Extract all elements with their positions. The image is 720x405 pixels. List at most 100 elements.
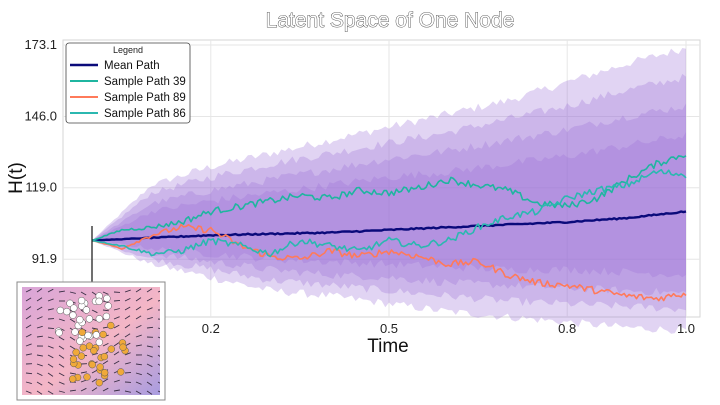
inset-arrow-149 [91, 387, 98, 392]
inset-arrow-93 [47, 354, 54, 359]
inset-arrow-126 [124, 371, 132, 374]
inset-arrow-0 [25, 288, 32, 293]
inset-arrow-36 [135, 306, 142, 311]
inset-arrow-154 [146, 390, 153, 395]
inset-arrow-99 [113, 351, 120, 356]
inset-point-46 [102, 312, 111, 321]
inset-arrow-33 [102, 309, 109, 312]
inset-point-0 [66, 299, 74, 307]
series-line-sample-path-39 [91, 155, 687, 242]
inset-arrow-90 [157, 345, 160, 348]
inset-arrow-137 [102, 378, 109, 383]
inset-arrow-78 [25, 343, 32, 347]
inset-arrow-132 [47, 381, 54, 386]
inset-arrow-26 [25, 306, 32, 311]
inset-arrow-128 [146, 372, 153, 377]
inset-arrow-133 [58, 381, 65, 385]
inset-point-51 [88, 361, 96, 369]
inset-arrow-151 [113, 389, 120, 392]
inset-arrow-9 [124, 289, 131, 293]
inset-arrow-60 [113, 324, 120, 329]
inset-point-54 [76, 316, 84, 324]
series-line-sample-path-89 [91, 223, 687, 302]
inset-arrow-138 [113, 379, 120, 383]
inset-arrow-53 [36, 325, 43, 329]
inset-point-19 [99, 330, 107, 339]
inset-arrow-50 [146, 316, 153, 320]
inset-arrow-111 [102, 360, 109, 365]
inset-arrow-40 [36, 316, 43, 320]
inset-arrow-75 [135, 334, 142, 338]
inset-arrow-67 [47, 336, 54, 339]
inset-arrow-23 [135, 297, 142, 302]
confidence-band-2 [92, 103, 686, 296]
inset-arrow-13 [25, 297, 32, 302]
inset-arrow-118 [36, 372, 43, 377]
confidence-band-3 [92, 131, 686, 278]
paths [91, 155, 687, 302]
inset-arrow-64 [157, 327, 160, 330]
inset-arrow-121 [69, 372, 76, 375]
y-axis-label: H(t) [6, 162, 27, 194]
inset-point-58 [77, 296, 86, 305]
inset-arrow-117 [25, 372, 33, 375]
inset-point-6 [104, 302, 112, 310]
confidence-band-0 [92, 48, 686, 334]
inset-arrow-58 [91, 327, 98, 330]
inset-point-29 [101, 369, 109, 377]
inset-arrow-10 [135, 288, 142, 293]
grid [63, 40, 700, 317]
inset-arrow-136 [91, 378, 98, 383]
inset-arrow-88 [135, 344, 142, 347]
inset-arrow-43 [69, 318, 76, 323]
inset-arrow-131 [36, 381, 43, 386]
chart-title: Latent Space of One Node [266, 9, 515, 32]
inset-arrow-12 [157, 290, 160, 293]
y-tick-label-1: 119.0 [25, 180, 57, 195]
inset-arrow-63 [146, 326, 154, 329]
inset-point-26 [70, 304, 78, 312]
inset-point-41 [100, 352, 109, 361]
x-tick-labels: 0.2 0.5 0.8 1.0 [202, 321, 695, 336]
inset-arrow-27 [36, 306, 43, 311]
inset-arrow-89 [146, 345, 153, 348]
inset-point-56 [95, 338, 103, 346]
inset-point-11 [83, 373, 91, 381]
inset-arrow-52 [25, 324, 32, 329]
inset-point-47 [72, 348, 80, 356]
inset-arrow-15 [47, 298, 54, 302]
inset-arrow-37 [146, 307, 153, 311]
inset-arrow-54 [47, 327, 55, 330]
inset-arrow-120 [58, 372, 65, 377]
inset-point-34 [95, 315, 103, 323]
inset-arrow-42 [58, 318, 65, 322]
inset-point-13 [96, 363, 104, 371]
inset-arrow-119 [47, 372, 54, 377]
inset-arrow-25 [157, 300, 160, 302]
inset-arrow-81 [58, 345, 65, 350]
inset-arrow-80 [47, 345, 54, 349]
inset-arrow-145 [47, 390, 54, 395]
inset-arrow-86 [113, 342, 120, 347]
inset-arrow-2 [47, 288, 54, 293]
inset-point-49 [69, 355, 78, 363]
inset-arrow-1 [36, 288, 43, 293]
inset-arrow-142 [157, 381, 160, 384]
inset-arrow-91 [25, 353, 32, 356]
inset-arrow-4 [69, 291, 76, 294]
series-line-sample-path-86 [91, 168, 687, 258]
y-tick-label-3: 173.1 [24, 37, 57, 52]
inset-arrow-141 [146, 381, 153, 386]
inset-arrow-11 [146, 288, 153, 293]
inset-arrow-69 [69, 336, 76, 341]
y-tick-labels: 91.9 119.0 146.0 173.1 [24, 37, 57, 266]
inset-point-44 [95, 297, 103, 305]
inset-arrow-115 [146, 363, 153, 368]
inset-arrow-62 [135, 324, 142, 329]
inset-arrow-116 [157, 363, 160, 366]
inset-point-27 [77, 352, 86, 360]
x-tick-label-2: 0.8 [558, 321, 576, 336]
inset-arrow-153 [135, 390, 142, 395]
